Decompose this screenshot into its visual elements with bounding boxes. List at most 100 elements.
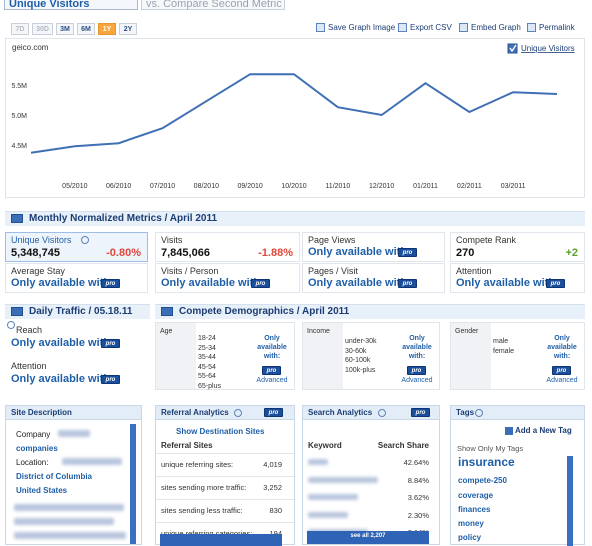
toolbar-link[interactable]: Embed Graph: [471, 23, 521, 32]
metric-cell[interactable]: Attention Only available with pro: [450, 263, 585, 293]
help-icon: [81, 236, 89, 244]
row-divider: [156, 522, 294, 523]
panel: Search Analytics pro Keyword Search Share 42…: [302, 405, 440, 545]
row-label: unique referring categories:: [161, 529, 252, 538]
see-all-button: [160, 534, 282, 546]
metric-cell[interactable]: Page Views Only available with pro: [302, 232, 445, 262]
section-icon: [161, 307, 173, 316]
range-button[interactable]: 6M: [77, 23, 95, 35]
metric-cell[interactable]: Visits / Person Only available with pro: [155, 263, 300, 293]
description-text: United States: [16, 486, 68, 495]
row-value: 4,019: [263, 460, 282, 469]
redacted-keyword: [308, 459, 328, 465]
demographic-item: 45-54: [198, 363, 216, 371]
range-button[interactable]: 3M: [56, 23, 74, 35]
metric-value: 7,845,066: [161, 247, 210, 259]
section-title: Monthly Normalized Metrics / April 2011: [29, 213, 218, 224]
demographic-side: [451, 323, 491, 389]
demographic-item: female: [493, 347, 515, 355]
metric-cell[interactable]: Average Stay Only available with pro: [5, 263, 148, 293]
tag-filter[interactable]: Show Only My Tags: [457, 444, 524, 453]
range-button[interactable]: 30D: [32, 23, 53, 35]
pro-badge[interactable]: pro: [264, 408, 283, 417]
range-button[interactable]: 2Y: [119, 23, 137, 35]
row-label: sites sending less traffic:: [161, 506, 243, 515]
pro-badge[interactable]: pro: [552, 366, 571, 375]
traffic-cell: Attention Only available with pro: [5, 357, 148, 391]
pro-badge[interactable]: pro: [101, 375, 120, 384]
metric-label: Visits / Person: [161, 266, 219, 276]
demographic-item: 55-64: [198, 373, 216, 380]
range-button[interactable]: 1Y: [98, 23, 116, 35]
demographic-note: Only available with:: [257, 335, 287, 360]
legend-label: Unique Visitors: [521, 44, 575, 53]
section-icon: [11, 307, 23, 316]
tag[interactable]: policy: [458, 533, 482, 542]
scrollbar: [130, 424, 136, 544]
toolbar-link[interactable]: Export CSV: [410, 23, 452, 32]
demographic-item: 100k-plus: [345, 366, 376, 374]
tag[interactable]: money: [458, 519, 484, 528]
redacted-keyword: [308, 511, 348, 518]
tag[interactable]: insurance: [458, 455, 515, 469]
row-divider: [156, 476, 294, 477]
tag[interactable]: compete-250: [458, 476, 507, 485]
panel-title: Referral Analytics: [161, 408, 229, 417]
demographic-label: Income: [307, 328, 330, 335]
metric-label: Unique Visitors: [11, 235, 72, 245]
metric-label: Average Stay: [11, 266, 65, 276]
pro-badge[interactable]: pro: [101, 339, 120, 348]
range-button[interactable]: 7D: [11, 23, 29, 35]
description-text: Company: [16, 430, 51, 439]
help-icon: [7, 321, 15, 329]
redacted-text: [58, 430, 90, 437]
redacted-keyword: [308, 476, 378, 483]
add-tag-link[interactable]: Add a New Tag: [515, 426, 572, 435]
demographic-item: 60-100k: [345, 357, 371, 364]
demographic-link[interactable]: Advanced: [546, 377, 578, 384]
metric-label: Compete Rank: [456, 235, 517, 245]
redacted-text: [14, 532, 126, 539]
tag[interactable]: coverage: [458, 491, 494, 500]
panel-link[interactable]: Show Destination Sites: [176, 427, 265, 436]
toolbar-link[interactable]: Save Graph Image: [328, 23, 396, 32]
metric-cell[interactable]: Visits 7,845,066 -1.88%: [155, 232, 300, 262]
pro-badge[interactable]: pro: [407, 366, 426, 375]
x-tick-label: 07/2010: [150, 183, 175, 190]
metric-cell[interactable]: Pages / Visit Only available with pro: [302, 263, 445, 293]
panel: Site Description Company companies Location…: [5, 405, 142, 545]
pro-badge[interactable]: pro: [251, 279, 270, 288]
pro-badge[interactable]: pro: [546, 279, 565, 288]
toolbar-link[interactable]: Permalink: [539, 23, 575, 32]
demographic-note: Only available with:: [547, 335, 577, 360]
metric-change: -1.88%: [258, 247, 293, 259]
help-icon: [475, 409, 483, 417]
tag[interactable]: finances: [458, 505, 491, 514]
see-all-button[interactable]: see all 2,207: [307, 531, 429, 544]
pro-badge[interactable]: pro: [411, 408, 430, 417]
demographic-link[interactable]: Advanced: [401, 377, 433, 384]
pro-badge[interactable]: pro: [101, 279, 120, 288]
demographic-item: 25-34: [198, 344, 216, 352]
metric-label: Pages / Visit: [308, 266, 358, 276]
metric-dropdown[interactable]: Unique Visitors: [4, 0, 138, 10]
section-icon: [11, 214, 23, 223]
upsell-text: Only available with: [161, 277, 257, 289]
compare-dropdown[interactable]: vs. Compare Second Metric: [141, 0, 285, 10]
metric-cell[interactable]: Unique Visitors 5,348,745 -0.80%: [5, 232, 148, 262]
pro-badge[interactable]: pro: [262, 366, 281, 375]
row-divider: [156, 499, 294, 500]
metric-cell[interactable]: Compete Rank 270 +2: [450, 232, 585, 262]
metric-value: 5,348,745: [11, 247, 60, 259]
pro-badge[interactable]: pro: [398, 248, 417, 257]
redacted-text: [62, 458, 122, 465]
demographic-note: Only available with:: [402, 335, 432, 360]
demographic-link[interactable]: Advanced: [256, 377, 288, 384]
pro-badge[interactable]: pro: [398, 279, 417, 288]
x-tick-label: 02/2011: [457, 183, 482, 190]
redacted-keyword: [308, 494, 358, 500]
x-tick-label: 12/2010: [369, 183, 394, 190]
demographic-box: Age 18-24 25-34 35-44 45-54 55-64 65-plus Only …: [155, 322, 295, 390]
upsell-text: Only available with: [456, 277, 552, 289]
